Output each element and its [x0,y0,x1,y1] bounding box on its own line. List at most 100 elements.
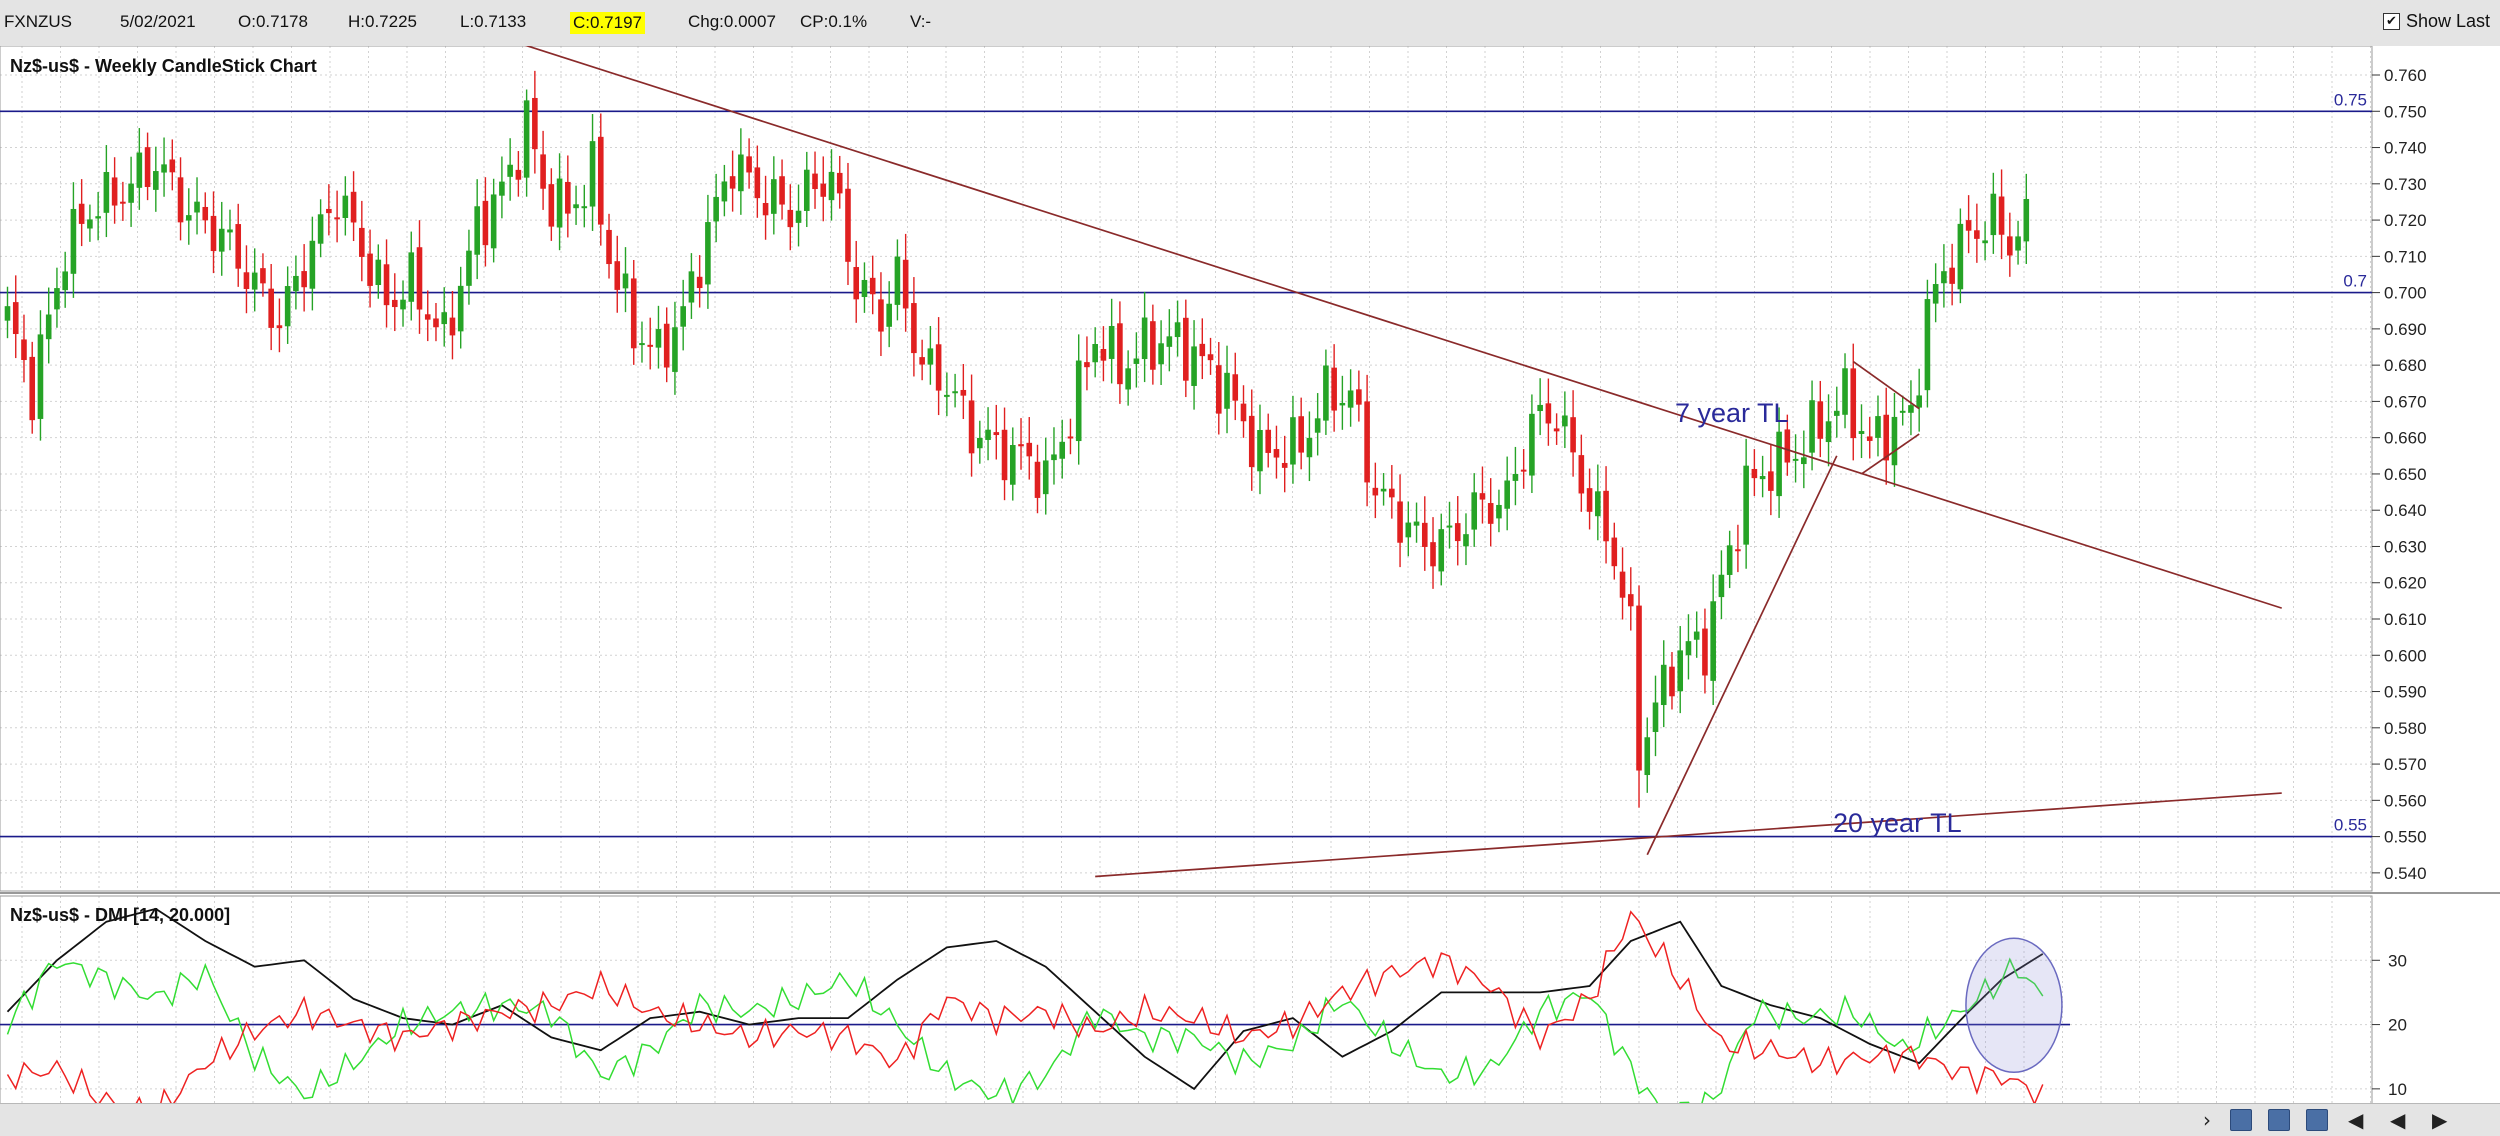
price-plot-border [0,46,2373,892]
price-panel[interactable]: 0.750.70.55 0.7600.7500.7400.7300.7200.7… [0,46,2500,892]
zoom-out-icon[interactable] [2268,1109,2290,1131]
candle-up [400,299,406,310]
candle-down [1018,444,1024,447]
candle-up [1693,631,1700,640]
price-axis: 0.760 0.750 0.740 0.730 0.720 0.710 0.700 0.690… [2372,66,2427,883]
candle-down [1545,403,1552,424]
candle-up [927,348,934,365]
candle-up [1446,525,1453,528]
candle-down [614,261,621,290]
candle-down [1150,321,1156,370]
candle-up [218,228,225,252]
chart-area[interactable]: 0.750.70.55 0.7600.7500.7400.7300.7200.7… [0,46,2500,1103]
candle-down [350,191,357,223]
candle-down [812,173,818,190]
y-tick-label: 0.750 [2384,102,2427,121]
candle-up [944,394,950,397]
trendline [1646,455,1838,856]
candle-down [919,357,925,365]
candle-down [1578,455,1585,494]
candle-up [985,429,991,440]
candle-up [977,437,983,449]
candle-down [746,156,752,173]
candle-up [1512,473,1519,481]
candle-up [375,259,382,286]
candle-up [672,327,678,372]
candle-up [153,171,159,190]
candle-down [1479,493,1486,500]
candle-up [1075,360,1082,442]
price-chart-title: Nz$-us$ - Weekly CandleStick Chart [10,56,317,76]
candle-up [721,181,728,202]
open-value: O:0.7178 [238,12,308,31]
candle-up [1141,317,1148,360]
candle-up [87,219,93,229]
candle-up [136,152,143,188]
candle-down [260,268,266,284]
candle-down [1850,368,1857,439]
candle-up [589,141,596,207]
chevron-right-icon[interactable]: › [2203,1108,2211,1132]
price-panel-background [0,46,2500,891]
candle-up [1644,737,1651,776]
highlight-ellipse [1965,937,2063,1074]
candle-up [1323,365,1329,421]
show-last-checkbox[interactable]: ✔ [2382,13,2400,30]
candle-up [490,194,497,249]
candle-down [902,259,909,309]
horizontal-level-label: 0.75 [2334,90,2367,109]
candle-down [1067,436,1074,439]
y-tick-label: 0.630 [2384,537,2427,556]
candle-up [1842,368,1848,415]
symbol: FXNZUS [4,12,72,31]
scroll-right-icon[interactable]: ▶ [2432,1108,2448,1132]
candle-down [630,278,637,349]
y-tick-label: 0.580 [2384,719,2427,738]
close-value: C:0.7197 [570,12,645,34]
candle-up [95,216,101,219]
volume-value: V:- [910,12,932,31]
candle-up [1009,445,1016,485]
candle-down [597,136,604,225]
candle-down [359,227,365,257]
candle-up [556,178,563,228]
candle-up [441,312,448,325]
candle-down [276,325,283,329]
y-tick-label: 0.730 [2384,175,2427,194]
candle-down [1240,403,1247,422]
candle-up [803,169,810,211]
candle-up [194,201,200,213]
candle-up [1158,343,1164,365]
candle-down [1454,523,1461,542]
candle-up [1314,418,1321,433]
candle-down [1281,462,1288,468]
candle-up [688,271,695,303]
candle-up [1792,458,1799,461]
candle-down [1273,449,1280,458]
candle-up [581,206,588,209]
candle-up [1685,641,1692,656]
candle-up [1347,390,1354,408]
zoom-in-icon[interactable] [2230,1109,2252,1131]
show-last-toggle[interactable]: ✔ Show Last [2382,11,2490,32]
trendline [524,46,2282,609]
candle-down [1199,343,1206,357]
candle-up [1990,193,1997,236]
candle-up [62,271,68,291]
candle-up [2015,236,2021,251]
scroll-left-icon[interactable]: ◀ [2348,1108,2364,1132]
candle-down [1265,429,1272,453]
dmi-panel[interactable]: 30 20 10 Nz$-us$ - DMI [14, 20.000] [0,895,2407,1103]
navigation-bar: › ◀ ◀ ▶ [0,1103,2500,1136]
candle-up [523,100,530,178]
candle-down [1034,461,1041,498]
candle-up [738,154,744,192]
scroll-start-icon[interactable] [2306,1109,2328,1131]
y-tick-label: 0.540 [2384,864,2427,883]
candle-down [1974,230,1980,239]
candle-up [227,229,233,233]
candle-down [1817,401,1824,439]
candle-down [845,188,851,262]
candle-up [70,208,77,274]
scroll-right-icon[interactable]: ◀ [2390,1108,2406,1132]
